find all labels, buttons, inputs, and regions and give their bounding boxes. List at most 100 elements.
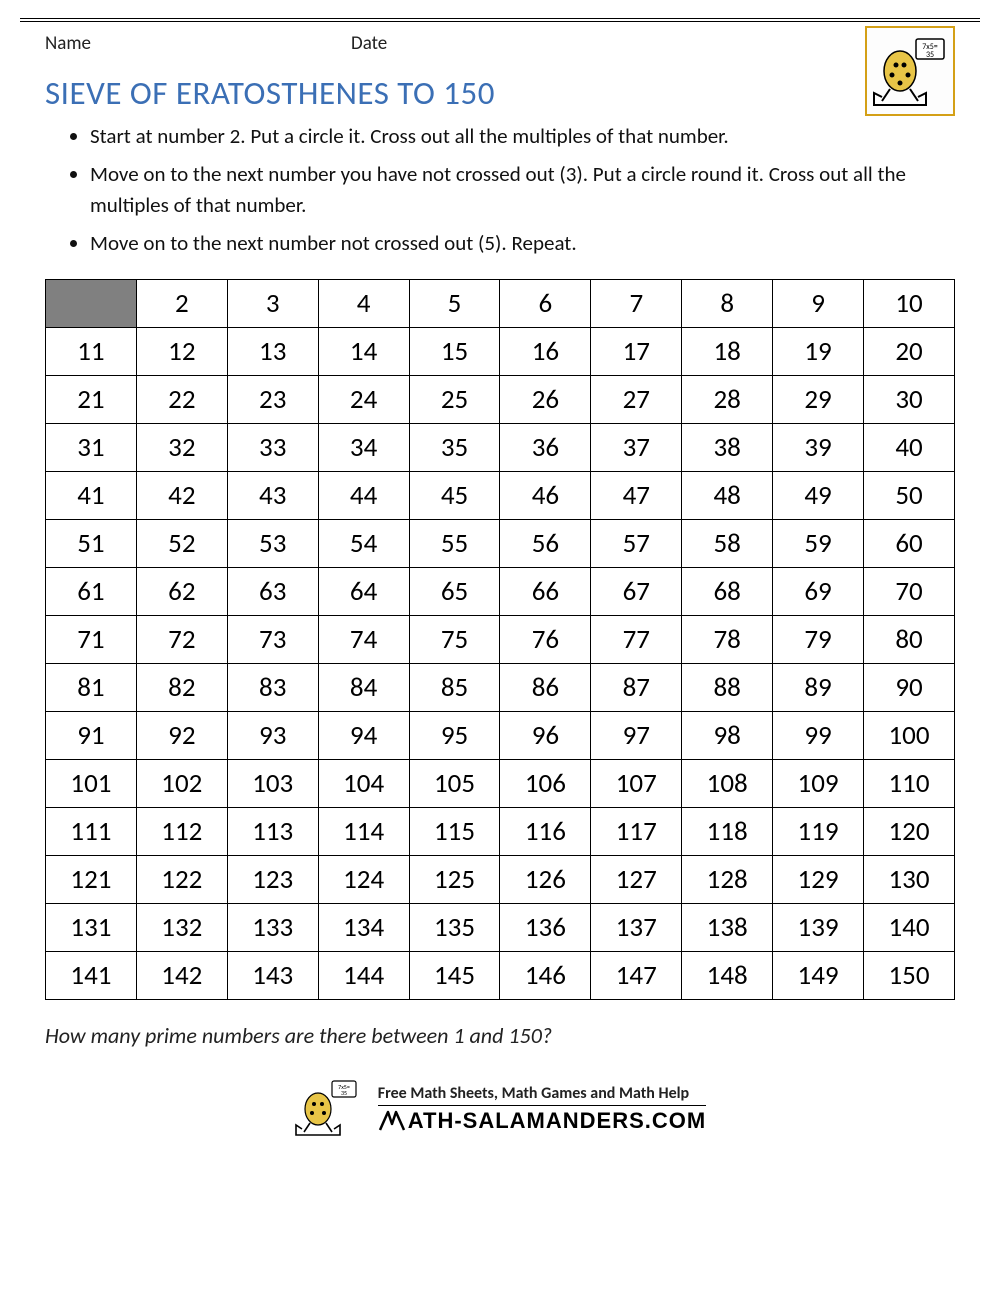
grid-cell: 125 <box>409 855 500 903</box>
grid-cell: 109 <box>773 759 864 807</box>
number-grid-table: 2345678910111213141516171819202122232425… <box>45 279 955 1000</box>
grid-cell: 3 <box>227 279 318 327</box>
page-title: SIEVE OF ERATOSTHENES TO 150 <box>0 55 1000 121</box>
grid-cell: 88 <box>682 663 773 711</box>
grid-cell: 41 <box>46 471 137 519</box>
grid-cell: 28 <box>682 375 773 423</box>
grid-cell: 53 <box>227 519 318 567</box>
grid-cell: 40 <box>864 423 955 471</box>
svg-text:35: 35 <box>341 1089 347 1097</box>
grid-cell: 129 <box>773 855 864 903</box>
grid-cell: 38 <box>682 423 773 471</box>
grid-cell: 13 <box>227 327 318 375</box>
grid-cell: 86 <box>500 663 591 711</box>
grid-cell: 4 <box>318 279 409 327</box>
grid-cell: 8 <box>682 279 773 327</box>
grid-cell: 83 <box>227 663 318 711</box>
svg-text:35: 35 <box>926 50 934 60</box>
grid-cell: 69 <box>773 567 864 615</box>
footer-salamander-icon: 7x5= 35 <box>294 1077 364 1142</box>
grid-cell: 138 <box>682 903 773 951</box>
date-label: Date <box>351 32 387 55</box>
grid-cell: 98 <box>682 711 773 759</box>
grid-cell: 92 <box>136 711 227 759</box>
grid-cell: 79 <box>773 615 864 663</box>
grid-cell: 16 <box>500 327 591 375</box>
grid-cell: 105 <box>409 759 500 807</box>
grid-cell: 37 <box>591 423 682 471</box>
grid-cell: 14 <box>318 327 409 375</box>
grid-cell: 85 <box>409 663 500 711</box>
grid-cell: 23 <box>227 375 318 423</box>
grid-cell: 36 <box>500 423 591 471</box>
grid-cell: 113 <box>227 807 318 855</box>
grid-cell: 102 <box>136 759 227 807</box>
grid-cell: 101 <box>46 759 137 807</box>
grid-cell: 106 <box>500 759 591 807</box>
grid-cell: 62 <box>136 567 227 615</box>
grid-cell: 42 <box>136 471 227 519</box>
grid-cell: 30 <box>864 375 955 423</box>
grid-cell: 73 <box>227 615 318 663</box>
grid-cell: 91 <box>46 711 137 759</box>
grid-cell: 45 <box>409 471 500 519</box>
grid-cell: 7 <box>591 279 682 327</box>
instruction-item: Start at number 2. Put a circle it. Cros… <box>90 121 955 151</box>
grid-cell: 43 <box>227 471 318 519</box>
grid-cell: 74 <box>318 615 409 663</box>
grid-cell: 135 <box>409 903 500 951</box>
grid-cell: 94 <box>318 711 409 759</box>
grid-cell: 131 <box>46 903 137 951</box>
grid-cell: 6 <box>500 279 591 327</box>
grid-cell: 137 <box>591 903 682 951</box>
grid-cell: 127 <box>591 855 682 903</box>
grid-cell: 115 <box>409 807 500 855</box>
grid-cell: 142 <box>136 951 227 999</box>
grid-cell: 99 <box>773 711 864 759</box>
grid-cell: 141 <box>46 951 137 999</box>
grid-cell: 116 <box>500 807 591 855</box>
grid-cell: 107 <box>591 759 682 807</box>
footer: 7x5= 35 Free Math Sheets, Math Games and… <box>0 1077 1000 1162</box>
grid-cell: 44 <box>318 471 409 519</box>
grid-cell: 145 <box>409 951 500 999</box>
grid-cell: 114 <box>318 807 409 855</box>
salamander-logo: 7x5= 35 <box>865 26 955 116</box>
grid-cell: 54 <box>318 519 409 567</box>
grid-cell: 126 <box>500 855 591 903</box>
grid-cell: 49 <box>773 471 864 519</box>
grid-cell: 34 <box>318 423 409 471</box>
grid-cell: 77 <box>591 615 682 663</box>
grid-cell: 95 <box>409 711 500 759</box>
grid-cell: 122 <box>136 855 227 903</box>
grid-cell: 110 <box>864 759 955 807</box>
grid-cell: 24 <box>318 375 409 423</box>
grid-cell: 65 <box>409 567 500 615</box>
grid-cell: 118 <box>682 807 773 855</box>
grid-cell: 100 <box>864 711 955 759</box>
grid-cell: 57 <box>591 519 682 567</box>
grid-cell: 148 <box>682 951 773 999</box>
grid-cell: 124 <box>318 855 409 903</box>
grid-cell: 33 <box>227 423 318 471</box>
grid-cell: 46 <box>500 471 591 519</box>
grid-cell: 47 <box>591 471 682 519</box>
grid-cell: 48 <box>682 471 773 519</box>
instruction-item: Move on to the next number not crossed o… <box>90 228 955 258</box>
grid-cell: 61 <box>46 567 137 615</box>
grid-cell: 72 <box>136 615 227 663</box>
grid-cell: 59 <box>773 519 864 567</box>
grid-cell: 149 <box>773 951 864 999</box>
grid-cell: 2 <box>136 279 227 327</box>
grid-cell: 140 <box>864 903 955 951</box>
grid-cell: 133 <box>227 903 318 951</box>
grid-cell: 27 <box>591 375 682 423</box>
name-label: Name <box>45 32 91 55</box>
grid-cell: 81 <box>46 663 137 711</box>
grid-cell: 96 <box>500 711 591 759</box>
grid-cell: 147 <box>591 951 682 999</box>
grid-cell: 66 <box>500 567 591 615</box>
grid-cell: 63 <box>227 567 318 615</box>
grid-cell: 76 <box>500 615 591 663</box>
grid-cell: 121 <box>46 855 137 903</box>
